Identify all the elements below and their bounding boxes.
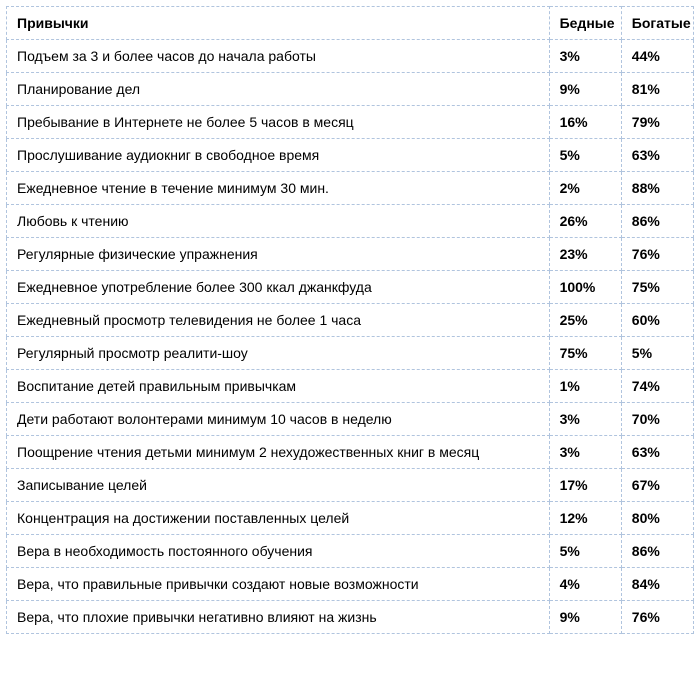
table-row: Вера в необходимость постоянного обучени… [7, 535, 694, 568]
cell-poor: 23% [549, 238, 621, 271]
cell-habit: Пребывание в Интернете не более 5 часов … [7, 106, 550, 139]
cell-rich: 86% [621, 535, 693, 568]
cell-habit: Вера, что правильные привычки создают но… [7, 568, 550, 601]
cell-rich: 75% [621, 271, 693, 304]
table-row: Дети работают волонтерами минимум 10 час… [7, 403, 694, 436]
header-row: Привычки Бедные Богатые [7, 7, 694, 40]
cell-rich: 79% [621, 106, 693, 139]
cell-rich: 67% [621, 469, 693, 502]
cell-habit: Регулярные физические упражнения [7, 238, 550, 271]
cell-poor: 75% [549, 337, 621, 370]
cell-poor: 5% [549, 535, 621, 568]
col-header-rich: Богатые [621, 7, 693, 40]
cell-poor: 12% [549, 502, 621, 535]
cell-poor: 25% [549, 304, 621, 337]
cell-habit: Дети работают волонтерами минимум 10 час… [7, 403, 550, 436]
table-row: Любовь к чтению26%86% [7, 205, 694, 238]
cell-rich: 5% [621, 337, 693, 370]
table-row: Пребывание в Интернете не более 5 часов … [7, 106, 694, 139]
cell-rich: 63% [621, 139, 693, 172]
cell-habit: Ежедневное чтение в течение минимум 30 м… [7, 172, 550, 205]
cell-rich: 70% [621, 403, 693, 436]
cell-habit: Регулярный просмотр реалити-шоу [7, 337, 550, 370]
cell-rich: 81% [621, 73, 693, 106]
cell-rich: 86% [621, 205, 693, 238]
habits-table: Привычки Бедные Богатые Подъем за 3 и бо… [6, 6, 694, 634]
cell-habit: Воспитание детей правильным привычкам [7, 370, 550, 403]
table-row: Подъем за 3 и более часов до начала рабо… [7, 40, 694, 73]
cell-poor: 5% [549, 139, 621, 172]
cell-poor: 1% [549, 370, 621, 403]
table-row: Прослушивание аудиокниг в свободное врем… [7, 139, 694, 172]
table-row: Регулярные физические упражнения23%76% [7, 238, 694, 271]
cell-rich: 88% [621, 172, 693, 205]
cell-habit: Записывание целей [7, 469, 550, 502]
cell-poor: 9% [549, 73, 621, 106]
cell-habit: Любовь к чтению [7, 205, 550, 238]
cell-habit: Поощрение чтения детьми минимум 2 нехудо… [7, 436, 550, 469]
cell-habit: Прослушивание аудиокниг в свободное врем… [7, 139, 550, 172]
col-header-poor: Бедные [549, 7, 621, 40]
cell-poor: 17% [549, 469, 621, 502]
table-row: Ежедневное чтение в течение минимум 30 м… [7, 172, 694, 205]
col-header-habit: Привычки [7, 7, 550, 40]
cell-poor: 3% [549, 403, 621, 436]
cell-poor: 3% [549, 436, 621, 469]
table-row: Регулярный просмотр реалити-шоу75%5% [7, 337, 694, 370]
table-row: Ежедневный просмотр телевидения не более… [7, 304, 694, 337]
cell-rich: 84% [621, 568, 693, 601]
cell-habit: Планирование дел [7, 73, 550, 106]
cell-rich: 80% [621, 502, 693, 535]
cell-poor: 4% [549, 568, 621, 601]
cell-rich: 60% [621, 304, 693, 337]
table-row: Вера, что правильные привычки создают но… [7, 568, 694, 601]
table-row: Воспитание детей правильным привычкам1%7… [7, 370, 694, 403]
table-body: Подъем за 3 и более часов до начала рабо… [7, 40, 694, 634]
cell-rich: 63% [621, 436, 693, 469]
cell-rich: 76% [621, 601, 693, 634]
cell-poor: 2% [549, 172, 621, 205]
cell-poor: 3% [549, 40, 621, 73]
cell-poor: 26% [549, 205, 621, 238]
table-row: Поощрение чтения детьми минимум 2 нехудо… [7, 436, 694, 469]
table-row: Записывание целей17%67% [7, 469, 694, 502]
cell-habit: Ежедневный просмотр телевидения не более… [7, 304, 550, 337]
cell-poor: 16% [549, 106, 621, 139]
cell-poor: 9% [549, 601, 621, 634]
cell-habit: Вера в необходимость постоянного обучени… [7, 535, 550, 568]
cell-habit: Вера, что плохие привычки негативно влия… [7, 601, 550, 634]
table-row: Вера, что плохие привычки негативно влия… [7, 601, 694, 634]
cell-habit: Подъем за 3 и более часов до начала рабо… [7, 40, 550, 73]
table-row: Концентрация на достижении поставленных … [7, 502, 694, 535]
cell-rich: 74% [621, 370, 693, 403]
cell-poor: 100% [549, 271, 621, 304]
cell-rich: 76% [621, 238, 693, 271]
cell-habit: Концентрация на достижении поставленных … [7, 502, 550, 535]
table-row: Ежедневное употребление более 300 ккал д… [7, 271, 694, 304]
table-row: Планирование дел9%81% [7, 73, 694, 106]
cell-habit: Ежедневное употребление более 300 ккал д… [7, 271, 550, 304]
cell-rich: 44% [621, 40, 693, 73]
